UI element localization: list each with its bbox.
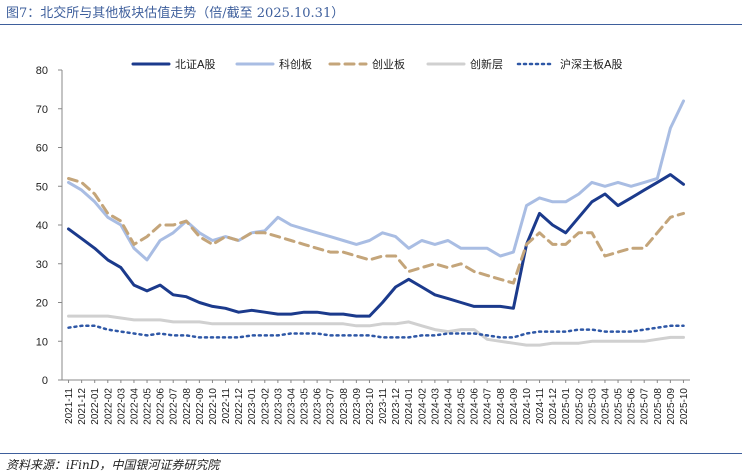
x-tick-label: 2023-01 [247,388,258,425]
x-tick-label: 2023-08 [339,388,350,425]
x-tick-label: 2022-06 [156,388,167,425]
x-tick-label: 2023-03 [273,388,284,425]
x-tick-label: 2022-07 [169,388,180,425]
legend-label-3: 创新层 [470,57,503,71]
x-tick-label: 2022-03 [116,388,127,425]
series-line-3 [67,314,685,347]
legend-label-4: 沪深主板A股 [560,57,623,71]
x-tick-label: 2024-11 [535,388,546,424]
x-tick-label: 2025-03 [587,388,598,425]
x-tick-label: 2023-06 [313,388,324,425]
x-tick-label: 2025-01 [561,388,572,425]
x-tick-label: 2024-04 [443,388,454,425]
legend-label-1: 科创板 [279,57,312,71]
x-tick-label: 2024-02 [417,388,428,425]
x-tick-label: 2023-10 [365,388,376,425]
x-tick-label: 2025-06 [627,388,638,425]
footer-divider [0,453,742,454]
x-tick-label: 2025-05 [614,388,625,425]
y-tick-label: 80 [36,65,48,77]
series-line-1 [67,99,685,262]
y-tick-label: 70 [36,104,48,116]
x-tick-label: 2023-05 [300,388,311,425]
x-tick-label: 2022-10 [208,388,219,425]
chart-legend: 北证A股 科创板 创业板 创新层 沪深主板A股 [131,57,623,71]
x-tick-label: 2025-08 [653,388,664,425]
x-tick-label: 2022-12 [234,388,245,425]
x-tick-label: 2025-10 [679,388,690,425]
x-tick-label: 2022-02 [103,388,114,425]
series-line-0 [67,173,685,318]
x-tick-label: 2022-09 [195,388,206,425]
x-tick-label: 2021-12 [77,388,88,425]
x-tick-label: 2024-10 [522,388,533,425]
x-tick-label: 2022-04 [129,388,140,425]
figure-title: 图7：北交所与其他板块估值走势（倍/截至 2025.10.31） [6,6,345,21]
y-tick-label: 10 [36,336,48,348]
chart-series [67,99,685,347]
title-divider [0,24,742,25]
x-tick-label: 2023-02 [260,388,271,425]
x-tick-label: 2023-12 [391,388,402,425]
y-tick-label: 0 [42,375,48,387]
x-tick-label: 2024-03 [430,388,441,425]
x-tick-label: 2024-07 [483,388,494,425]
y-tick-label: 30 [36,259,48,271]
x-tick-label: 2024-06 [470,388,481,425]
x-tick-label: 2023-09 [352,388,363,425]
x-tick-label: 2023-04 [286,388,297,425]
legend-label-2: 创业板 [372,57,405,71]
x-tick-label: 2022-05 [143,388,154,425]
x-tick-label: 2024-05 [457,388,468,425]
x-tick-label: 2024-08 [496,388,507,425]
y-tick-label: 20 [36,298,48,310]
x-tick-label: 2024-09 [509,388,520,425]
x-tick-label: 2022-08 [182,388,193,425]
y-tick-label: 60 [36,143,48,155]
y-tick-label: 50 [36,181,48,193]
legend-label-0: 北证A股 [175,58,216,71]
x-tick-label: 2023-11 [378,388,389,424]
x-tick-label: 2024-12 [548,388,559,425]
x-tick-label: 2022-01 [90,388,101,425]
x-tick-label: 2021-11 [64,388,75,424]
x-tick-label: 2025-09 [666,388,677,425]
x-tick-label: 2023-07 [326,388,337,425]
x-tick-label: 2025-07 [640,388,651,425]
series-line-4 [67,324,685,339]
x-tick-label: 2025-04 [600,388,611,425]
x-tick-label: 2025-02 [574,388,585,425]
series-line-2 [67,177,685,285]
x-tick-label: 2022-11 [221,388,232,424]
x-tick-label: 2024-01 [404,388,415,425]
source-note: 资料来源：iFinD，中国银河证券研究院 [6,458,220,472]
y-tick-label: 40 [36,220,48,232]
